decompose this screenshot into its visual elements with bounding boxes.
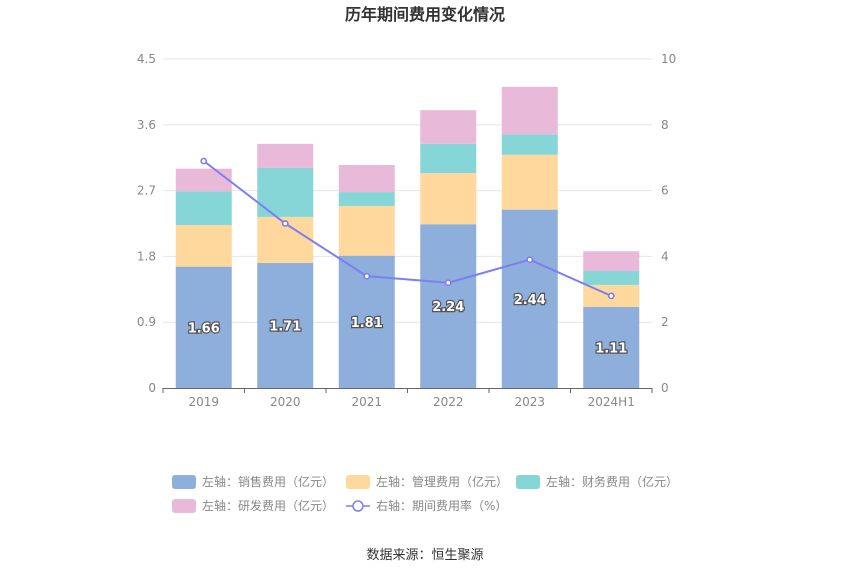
bar-segment <box>175 224 232 267</box>
rate-line-point <box>526 256 534 264</box>
x-tick-label: 2021 <box>351 395 382 409</box>
bar-segment <box>583 251 640 272</box>
right-tick-label: 8 <box>661 118 669 132</box>
bar-segment <box>257 143 314 168</box>
bar-segment <box>420 173 477 225</box>
right-tick-label: 4 <box>661 249 669 263</box>
legend-swatch <box>346 475 370 489</box>
legend: 左轴：销售费用（亿元） 左轴：管理费用（亿元） 左轴：财务费用（亿元） 左轴：研发费用… <box>172 474 678 513</box>
x-tick-label: 2020 <box>270 395 301 409</box>
bar-segment <box>583 306 640 388</box>
x-tick-label: 2022 <box>433 395 464 409</box>
rate-line-path <box>203 160 612 297</box>
bar-data-label: 1.11 <box>595 341 627 356</box>
bar-segment <box>338 192 395 206</box>
legend-label: 左轴：研发费用（亿元） <box>202 498 334 513</box>
right-tick-label: 2 <box>661 315 669 329</box>
right-axis-ticks: 0 2 4 6 8 10 <box>661 52 676 395</box>
left-axis-ticks: 0 0.9 1.8 2.7 3.6 4.5 <box>137 52 156 395</box>
legend-label: 左轴：管理费用（亿元） <box>376 474 508 489</box>
bar-segment <box>175 191 232 225</box>
bar-data-label: 1.81 <box>351 316 383 331</box>
bar-segment <box>175 266 232 388</box>
bar-segment <box>420 110 477 144</box>
left-tick-label: 2.7 <box>137 184 156 198</box>
bar-data-label: 2.24 <box>432 300 464 315</box>
legend-label: 左轴：财务费用（亿元） <box>546 474 678 489</box>
bar-segment <box>257 262 314 388</box>
legend-swatch <box>172 475 196 489</box>
rate-line-point <box>200 157 208 165</box>
right-tick-label: 0 <box>661 381 669 395</box>
bar-segment <box>501 209 558 388</box>
bar-segment <box>338 205 395 256</box>
right-tick-label: 6 <box>661 184 669 198</box>
bar-data-label: 1.66 <box>188 321 220 336</box>
bar-segment <box>501 86 558 135</box>
rate-line <box>200 157 615 300</box>
left-tick-label: 3.6 <box>137 118 156 132</box>
bar-data-label: 2.44 <box>514 293 546 308</box>
rate-line-point <box>281 220 289 227</box>
right-tick-label: 10 <box>661 52 676 66</box>
bar-data-label: 1.71 <box>269 319 301 334</box>
grid <box>163 58 652 323</box>
legend-line-marker <box>352 500 364 512</box>
bar-segment <box>583 271 640 285</box>
legend-label: 左轴：销售费用（亿元） <box>202 474 334 489</box>
left-tick-label: 0.9 <box>137 315 156 329</box>
source-label: 数据来源：恒生聚源 <box>366 548 483 563</box>
rate-line-point <box>363 272 371 280</box>
bar-segment <box>338 165 395 193</box>
bar-labels: 1.66 1.71 1.81 2.24 2.44 1.11 <box>187 292 629 358</box>
rate-line-point <box>444 279 452 287</box>
bars <box>175 86 640 388</box>
x-tick-label: 2019 <box>188 395 219 409</box>
rate-line-point <box>607 292 615 300</box>
legend-swatch <box>172 499 196 513</box>
x-tick-label: 2023 <box>514 395 545 409</box>
legend-label: 右轴：期间费用率（%） <box>376 498 507 513</box>
bar-segment <box>175 168 232 192</box>
left-tick-label: 0 <box>148 381 156 395</box>
left-tick-label: 4.5 <box>137 52 156 66</box>
bar-segment <box>420 224 477 388</box>
x-axis: 2019 2020 2021 2022 2023 2024H1 <box>162 388 653 409</box>
bar-segment <box>501 154 558 210</box>
legend-swatch <box>516 475 540 489</box>
bar-segment <box>501 134 558 155</box>
bar-segment <box>420 143 477 174</box>
left-tick-label: 1.8 <box>137 249 156 263</box>
x-tick-label: 2024H1 <box>588 395 635 409</box>
chart-title: 历年期间费用变化情况 <box>345 5 505 24</box>
